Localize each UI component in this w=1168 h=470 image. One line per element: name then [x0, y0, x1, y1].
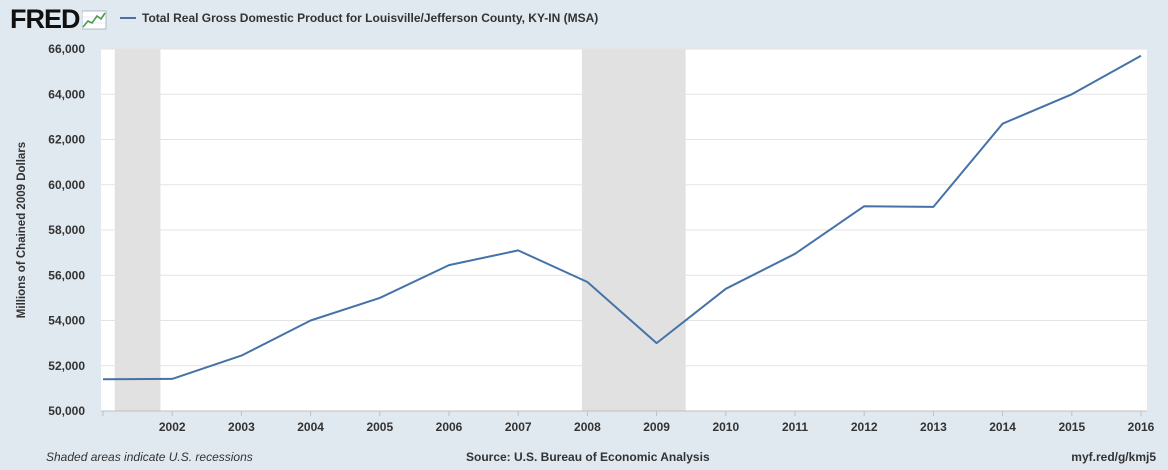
x-tick-label: 2012	[851, 420, 878, 434]
y-tick-label: 56,000	[48, 268, 85, 282]
x-tick-label: 2004	[297, 420, 324, 434]
x-tick-label: 2003	[228, 420, 255, 434]
y-tick-label: 54,000	[48, 314, 85, 328]
x-tick-label: 2013	[920, 420, 947, 434]
x-tick-label: 2006	[436, 420, 463, 434]
x-tick-label: 2010	[712, 420, 739, 434]
y-tick-label: 60,000	[48, 178, 85, 192]
x-tick-label: 2011	[782, 420, 808, 434]
y-tick-label: 52,000	[48, 359, 85, 373]
x-tick-label: 2016	[1128, 420, 1155, 434]
x-tick-label: 2009	[643, 420, 670, 434]
x-tick-label: 2005	[366, 420, 393, 434]
source-note: Source: U.S. Bureau of Economic Analysis	[466, 450, 710, 464]
x-tick-label: 2014	[989, 420, 1016, 434]
y-tick-label: 58,000	[48, 223, 85, 237]
y-tick-label: 64,000	[48, 87, 85, 101]
x-tick-label: 2002	[159, 420, 186, 434]
y-tick-label: 66,000	[48, 42, 85, 56]
short-link[interactable]: myf.red/g/kmj5	[1071, 450, 1156, 464]
y-tick-label: 50,000	[48, 404, 85, 418]
x-tick-label: 2007	[505, 420, 532, 434]
recession-note: Shaded areas indicate U.S. recessions	[46, 450, 253, 464]
x-tick-label: 2008	[574, 420, 601, 434]
y-tick-label: 62,000	[48, 133, 85, 147]
x-tick-label: 2015	[1058, 420, 1085, 434]
